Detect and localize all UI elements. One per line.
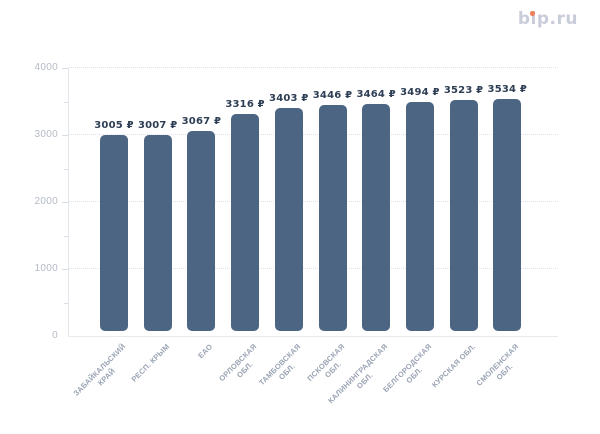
bar-3: [231, 113, 260, 331]
y-major-tick-1000: [62, 269, 68, 270]
bar-6: [362, 103, 391, 331]
bar-4: [274, 108, 303, 331]
x-axis-label-text-8: КУРСКАЯ ОБЛ.: [429, 342, 477, 390]
bar-value-label-4: 3403 ₽: [269, 93, 309, 104]
bar-2: [187, 130, 216, 331]
y-axis-label-3000: 3000: [34, 129, 58, 140]
bar-value-label-7: 3494 ₽: [400, 86, 440, 98]
bar-value-label-9: 3534 ₽: [487, 84, 528, 96]
y-minor-tick-500: [64, 302, 68, 304]
y-axis-label-1000: 1000: [34, 263, 58, 274]
bar-value-label-2: 3067 ₽: [181, 115, 222, 127]
y-minor-tick-1500: [64, 235, 68, 237]
bar-7: [405, 101, 434, 331]
y-minor-tick-3500: [64, 101, 68, 103]
y-major-tick-4000: [62, 68, 68, 69]
bar-1: [143, 134, 172, 331]
y-minor-tick-2500: [64, 168, 68, 170]
bar-value-label-8: 3523 ₽: [443, 84, 484, 96]
bar-value-label-6: 3464 ₽: [356, 88, 396, 100]
bip-ru-logo-text: bip.ru: [517, 9, 578, 29]
bar-0: [100, 134, 128, 331]
x-axis-label-text-1: РЕСП. КРЫМ: [129, 342, 172, 384]
gridline-4000: [69, 67, 558, 68]
y-axis-label-2000: 2000: [34, 196, 58, 207]
x-axis-label-text-9: СМОЛЕНСКАЯ ОБЛ.: [474, 342, 521, 388]
bar-value-label-1: 3007 ₽: [137, 119, 178, 131]
gridline-1000: [69, 268, 558, 269]
gridline-3000: [69, 134, 558, 135]
bar-value-label-0: 3005 ₽: [94, 119, 134, 131]
gridline-2000: [69, 201, 558, 202]
bar-value-label-3: 3316 ₽: [225, 98, 265, 110]
y-major-tick-2000: [62, 202, 68, 203]
plot-area: 3005 ₽3007 ₽3067 ₽3316 ₽ 3403 ₽3446 ₽3464…: [68, 67, 558, 337]
y-axis-label-4000: 4000: [34, 62, 58, 73]
bar-value-label-5: 3446 ₽: [312, 90, 353, 102]
bar-8: [449, 99, 478, 331]
y-axis-label-0: 0: [52, 330, 58, 341]
bar-5: [318, 105, 347, 331]
y-major-tick-3000: [62, 135, 68, 136]
x-axis-label-text-2: ЕАО: [196, 342, 215, 361]
bar-9: [493, 99, 522, 331]
x-axis-label-9: СМОЛЕНСКАЯ ОБЛ.: [437, 342, 529, 434]
x-axis-label-text-0: ЗАБАЙКАЛЬСКИЙ КРАЙ: [71, 342, 128, 398]
bip-ru-logo[interactable]: bip.ru: [518, 9, 578, 29]
logo-orange-dot-icon: [530, 11, 535, 16]
